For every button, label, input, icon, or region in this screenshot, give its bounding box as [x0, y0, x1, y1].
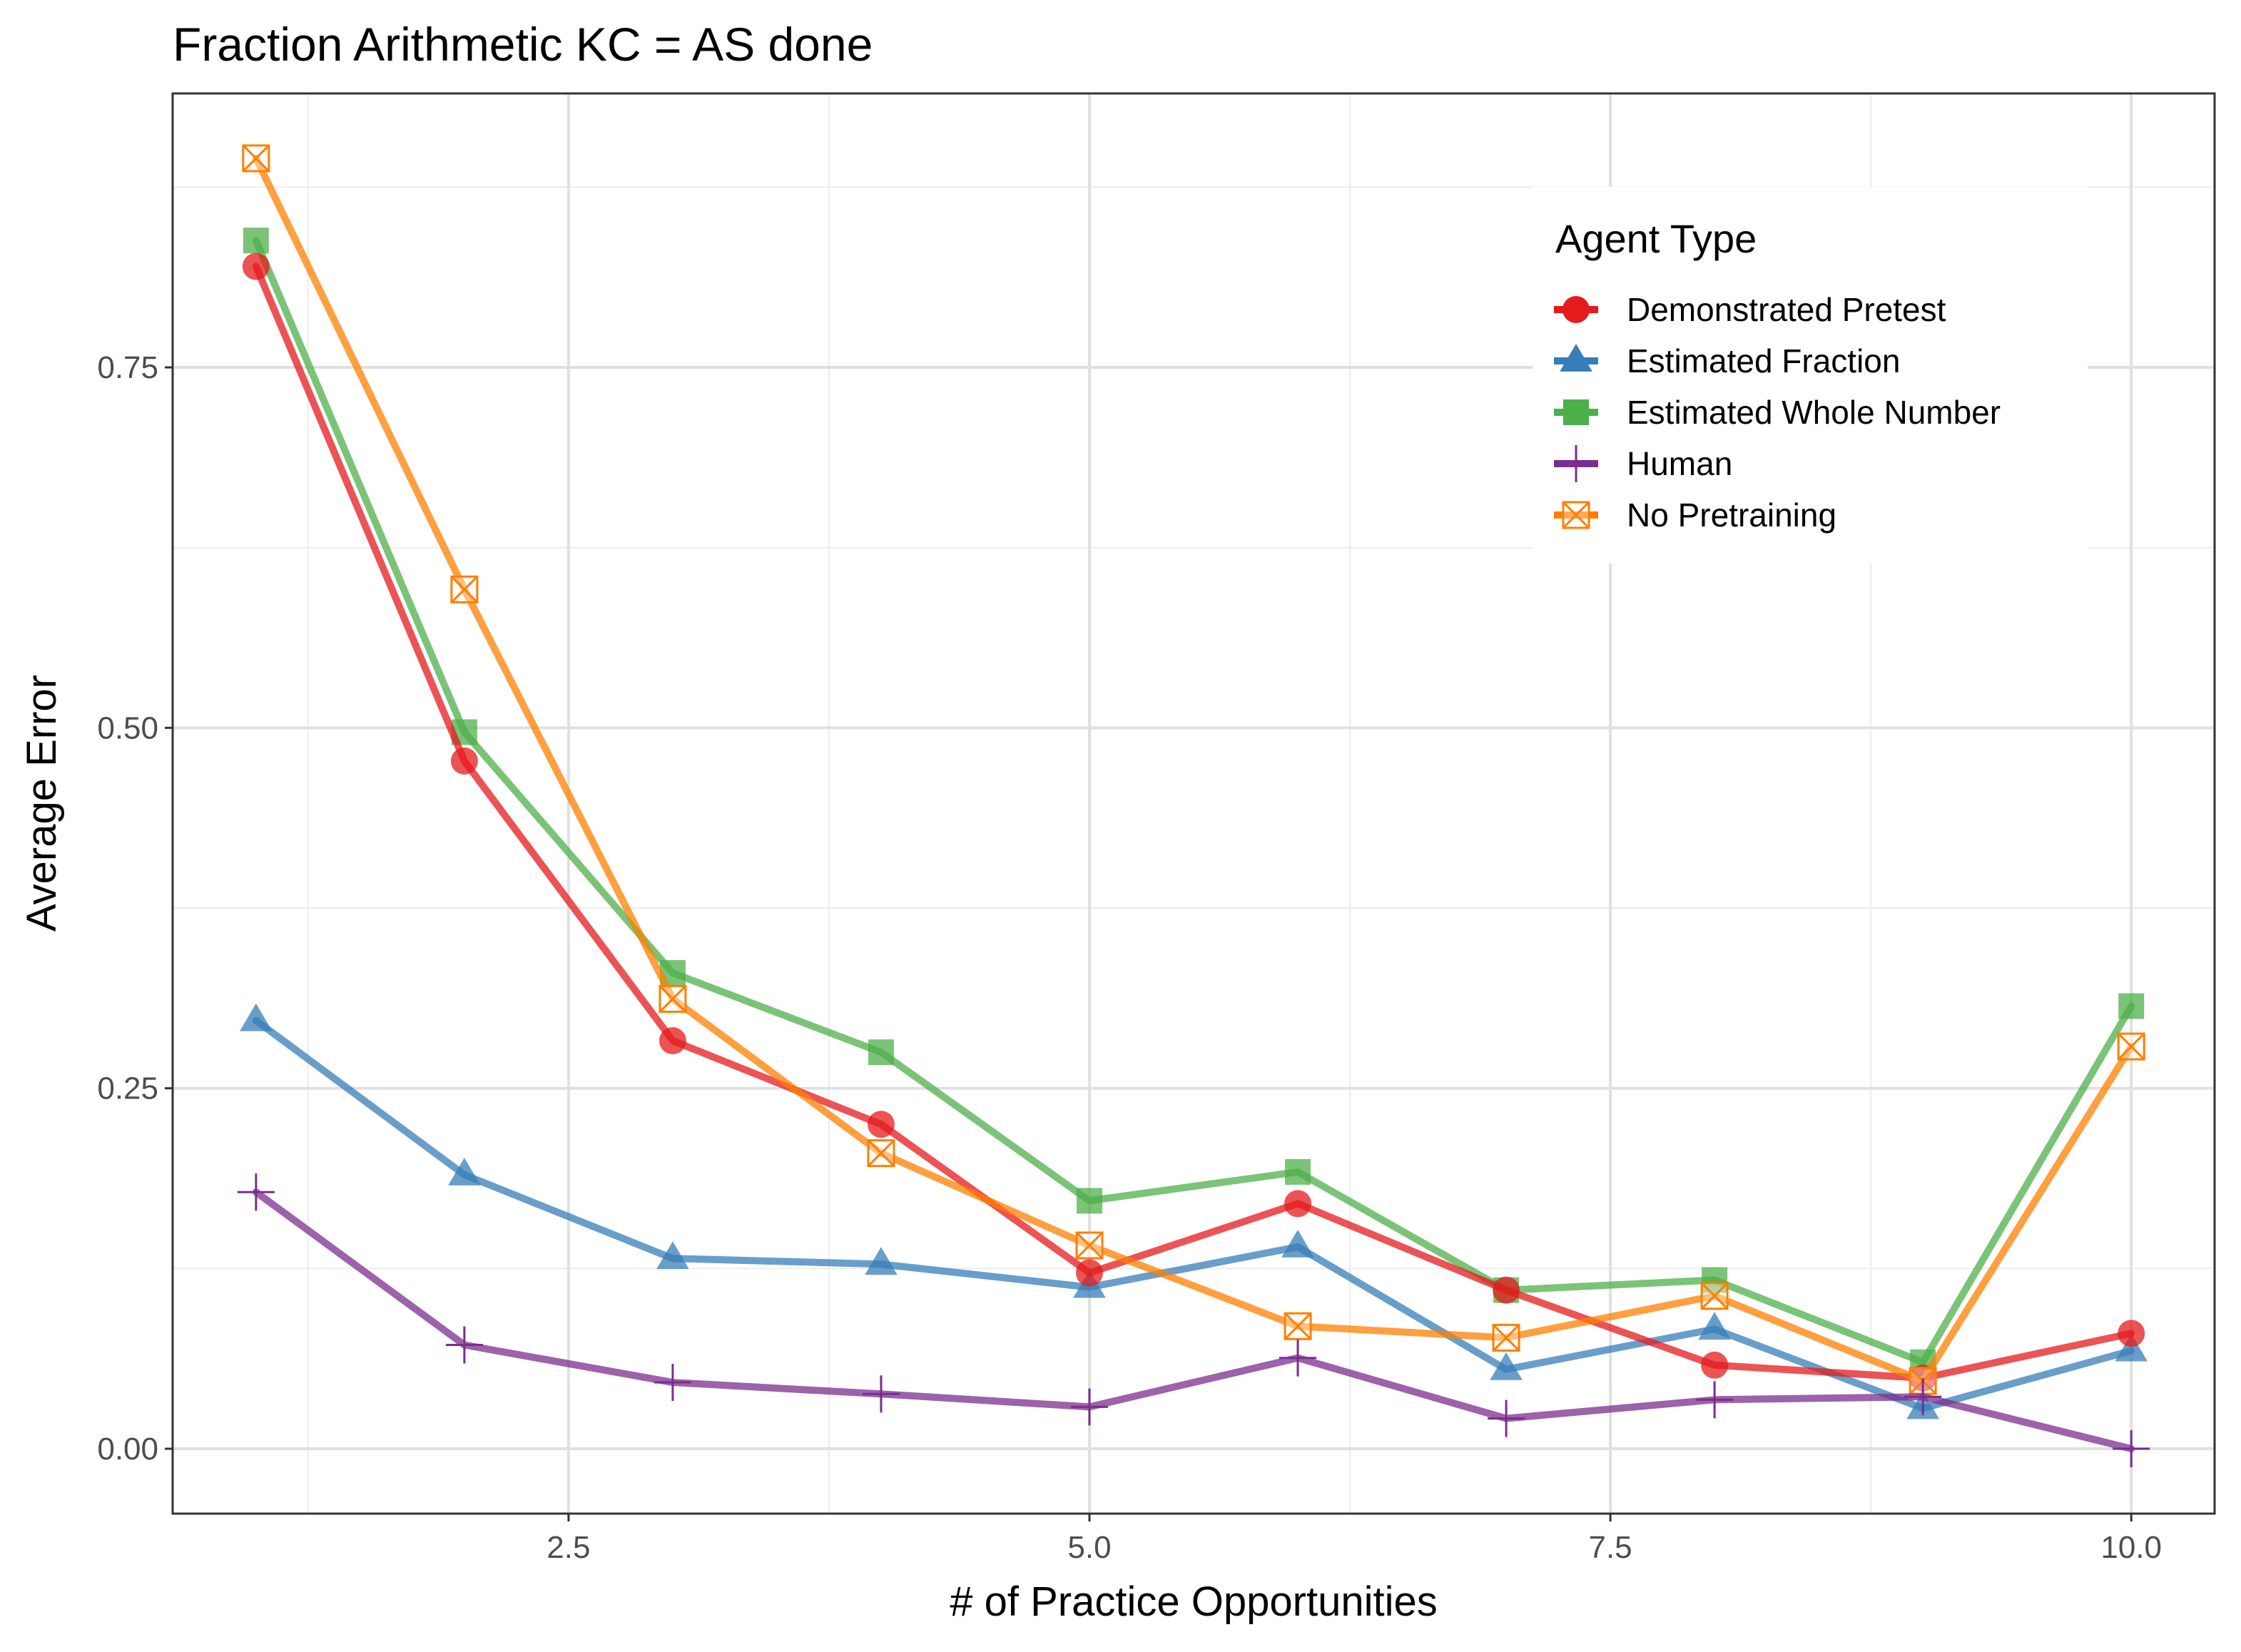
data-point-estimated-fraction: [1490, 1352, 1523, 1380]
data-point-estimated-whole-number: [243, 228, 269, 254]
legend-background: [1533, 187, 2088, 564]
axes: 2.5 5.0 7.5 10.0 0.00 0.25 0.50 0.75: [97, 350, 2162, 1565]
legend-item-demonstrated-pretest: Demonstrated Pretest: [1554, 291, 1946, 328]
data-point-estimated-fraction: [2115, 1333, 2148, 1362]
legend: Agent Type Demonstrated Pretest Estimated…: [1533, 187, 2088, 564]
y-tick-label: 0.25: [97, 1071, 158, 1106]
data-point-no-pretraining: [2117, 1032, 2145, 1061]
y-axis-label: Average Error: [19, 675, 65, 932]
data-point-human: [1904, 1378, 1942, 1416]
y-tick-label: 0.00: [97, 1432, 158, 1467]
data-point-no-pretraining: [1492, 1323, 1520, 1352]
data-point-human: [1070, 1388, 1108, 1426]
legend-label: Human: [1627, 445, 1732, 482]
legend-item-estimated-whole-number: Estimated Whole Number: [1554, 394, 2001, 431]
data-point-human: [1279, 1339, 1317, 1377]
data-point-demonstrated-pretest: [242, 253, 270, 280]
data-point-estimated-fraction: [656, 1241, 689, 1270]
series-no-pretraining: [242, 144, 2145, 1395]
series-line-no-pretraining: [252, 154, 2135, 1385]
data-point-demonstrated-pretest: [867, 1111, 895, 1138]
data-point-no-pretraining: [1700, 1282, 1729, 1310]
series-line-human: [252, 1188, 2135, 1453]
series-line-estimated-whole-number: [252, 237, 2135, 1366]
data-point-human: [862, 1375, 900, 1413]
data-point-demonstrated-pretest: [1701, 1351, 1729, 1379]
data-point-estimated-fraction: [1281, 1230, 1314, 1258]
data-point-estimated-whole-number: [868, 1039, 894, 1066]
data-point-estimated-fraction: [1698, 1312, 1731, 1340]
x-tick-label: 10.0: [2100, 1530, 2162, 1565]
series-layer: [237, 144, 2150, 1468]
legend-key-marker: [1560, 344, 1592, 372]
legend-title: Agent Type: [1555, 216, 1757, 261]
data-point-human: [654, 1364, 691, 1402]
legend-key-marker: [1563, 399, 1589, 425]
data-point-human: [445, 1326, 483, 1364]
x-tick-label: 5.0: [1067, 1530, 1111, 1565]
legend-key-marker: [1562, 501, 1590, 529]
legend-label: Estimated Fraction: [1627, 342, 1900, 379]
y-tick-label: 0.50: [97, 710, 158, 745]
plot-border: [171, 92, 2216, 1515]
data-point-demonstrated-pretest: [1493, 1276, 1520, 1304]
series-line-demonstrated-pretest: [252, 262, 2135, 1382]
data-point-demonstrated-pretest: [2118, 1320, 2145, 1347]
legend-item-human: Human: [1554, 445, 1732, 482]
chart-title: Fraction Arithmetic KC = AS done: [173, 18, 873, 71]
y-tick-label: 0.75: [97, 350, 158, 385]
legend-label: Demonstrated Pretest: [1627, 291, 1946, 328]
data-point-no-pretraining: [659, 984, 687, 1013]
legend-items: Demonstrated Pretest Estimated Fraction Es…: [1554, 291, 2001, 534]
data-point-human: [1696, 1381, 1734, 1419]
data-point-estimated-whole-number: [2118, 993, 2145, 1019]
data-point-no-pretraining: [242, 144, 270, 173]
data-point-estimated-fraction: [448, 1157, 481, 1186]
data-point-no-pretraining: [867, 1139, 895, 1168]
series-human: [237, 1173, 2150, 1468]
data-point-no-pretraining: [1075, 1231, 1104, 1260]
data-point-estimated-whole-number: [1076, 1188, 1102, 1214]
x-axis-label: # of Practice Opportunities: [950, 1579, 1437, 1625]
legend-key-marker: [1562, 296, 1590, 323]
legend-label: Estimated Whole Number: [1627, 394, 2001, 431]
data-point-no-pretraining: [450, 575, 479, 603]
data-point-human: [1488, 1399, 1525, 1437]
x-tick-label: 7.5: [1588, 1530, 1632, 1565]
data-point-estimated-fraction: [240, 1003, 273, 1031]
data-point-no-pretraining: [1284, 1312, 1312, 1340]
legend-label: No Pretraining: [1627, 496, 1836, 534]
data-point-estimated-whole-number: [1285, 1158, 1311, 1185]
data-point-demonstrated-pretest: [659, 1027, 686, 1055]
legend-item-estimated-fraction: Estimated Fraction: [1554, 342, 1900, 379]
data-point-estimated-fraction: [865, 1247, 898, 1275]
data-point-demonstrated-pretest: [1075, 1259, 1103, 1287]
data-point-human: [2113, 1430, 2150, 1468]
data-point-demonstrated-pretest: [450, 747, 478, 775]
legend-item-no-pretraining: No Pretraining: [1554, 496, 1836, 534]
data-point-human: [237, 1173, 275, 1211]
x-tick-label: 2.5: [547, 1530, 590, 1565]
legend-key-marker: [1557, 445, 1595, 482]
data-point-demonstrated-pretest: [1284, 1190, 1312, 1218]
